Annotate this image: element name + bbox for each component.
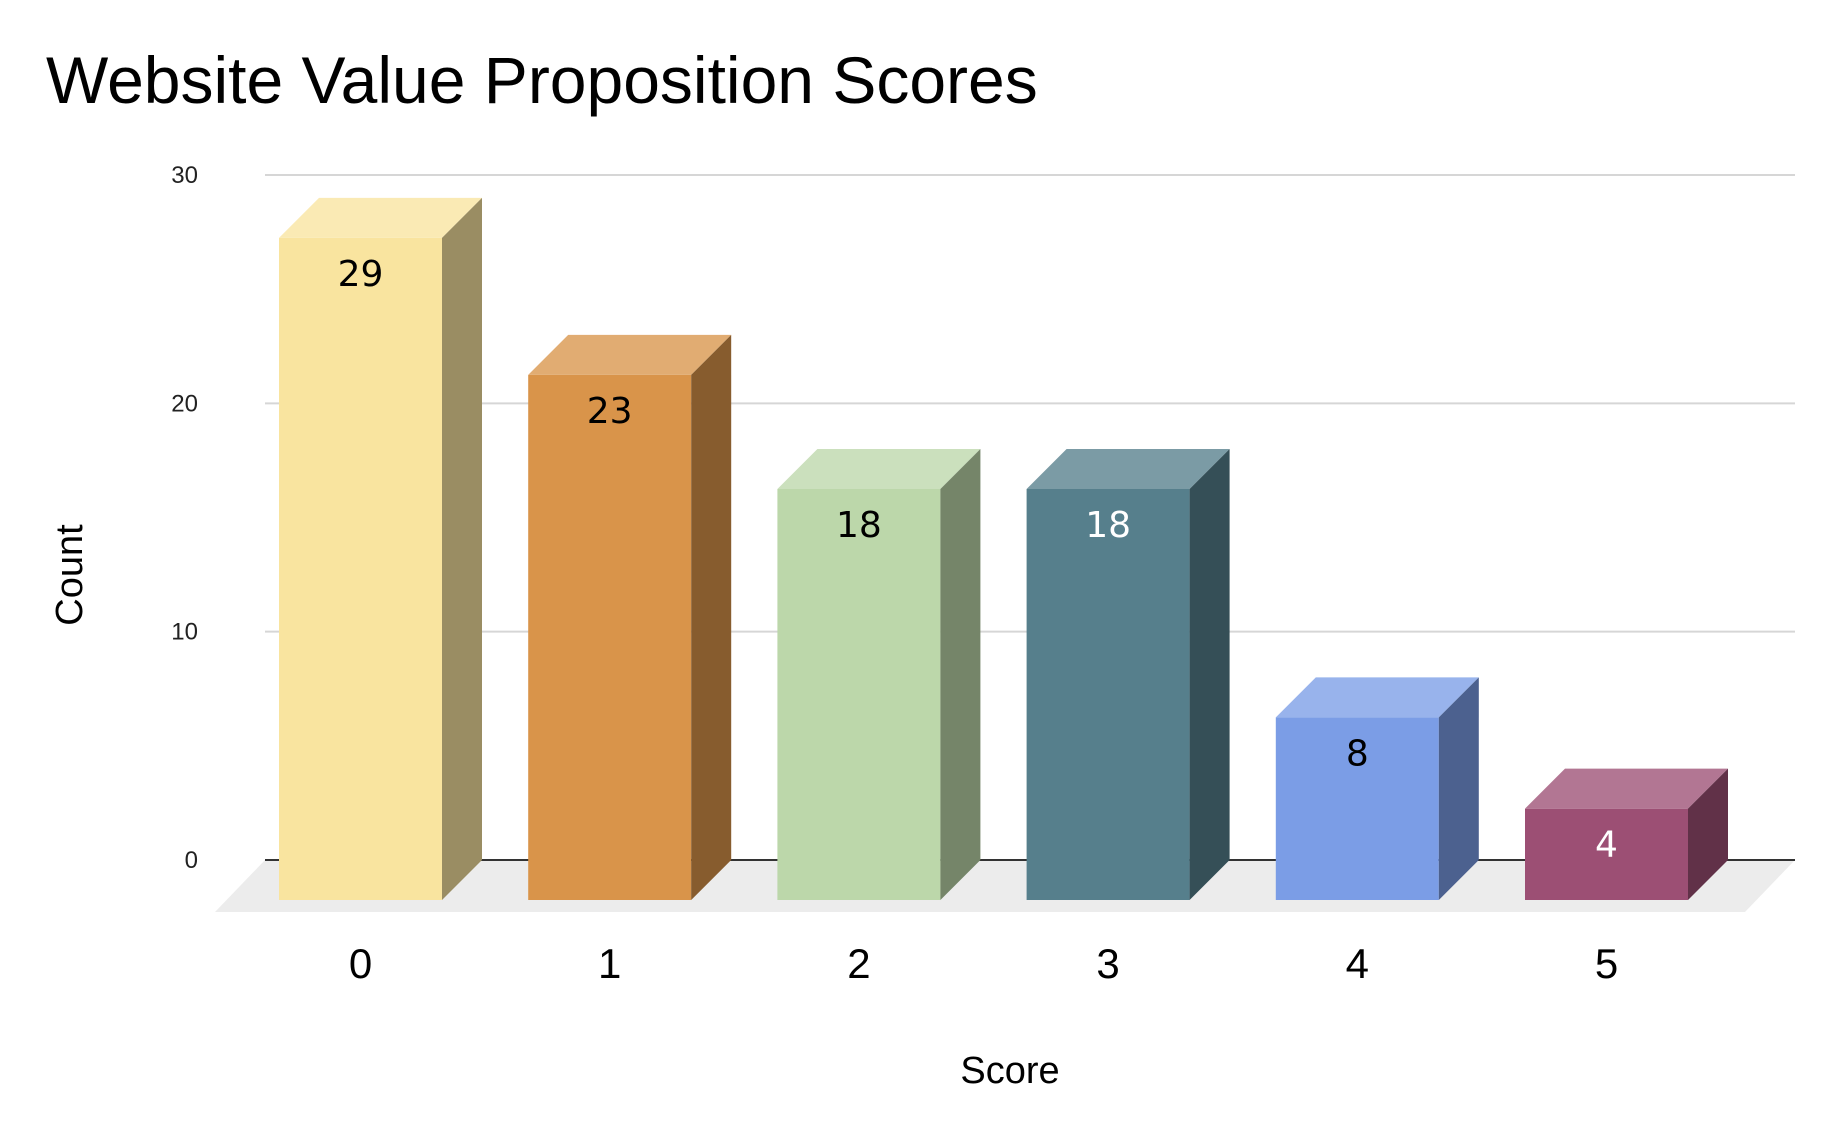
bar-front-face (1275, 717, 1439, 900)
bars: 29 23 18 18 8 4 (279, 197, 1728, 901)
x-axis-label: Score (960, 1050, 1059, 1092)
y-tick-label: 0 (185, 847, 198, 874)
bar-2: 18 (777, 449, 981, 900)
y-tick-label: 30 (171, 162, 198, 189)
bar-front-face (279, 237, 442, 901)
bar-5: 4 (1525, 768, 1728, 900)
bar-3: 18 (1026, 449, 1230, 900)
bar-top-face (279, 197, 482, 238)
bar-side-face (442, 197, 482, 901)
data-label: 18 (836, 505, 882, 546)
data-label: 8 (1346, 733, 1369, 774)
bar-top-face (1026, 449, 1230, 489)
bar-side-face (1189, 449, 1230, 900)
bar-side-face (1438, 677, 1479, 900)
y-tick-label: 20 (171, 390, 198, 417)
bar-top-face (1525, 768, 1728, 809)
x-tick-label: 1 (598, 940, 621, 987)
bar-top-face (777, 449, 981, 489)
data-label: 4 (1595, 825, 1618, 866)
bar-side-face (1688, 768, 1728, 900)
y-axis-ticks: 0 10 20 30 (171, 162, 198, 874)
x-tick-label: 4 (1346, 940, 1369, 987)
y-tick-label: 10 (171, 619, 198, 646)
y-axis-label: Count (49, 524, 91, 626)
bar-0: 29 (279, 197, 482, 901)
data-label: 29 (338, 254, 384, 295)
bar-side-face (691, 334, 732, 900)
bar-front-face (1525, 808, 1688, 900)
x-tick-label: 5 (1595, 940, 1618, 987)
bar-top-face (1275, 677, 1479, 718)
bar-side-face (940, 449, 981, 900)
chart-title: Website Value Proposition Scores (46, 43, 1038, 117)
bar-front-face (1026, 489, 1190, 900)
x-tick-label: 3 (1096, 940, 1119, 987)
x-axis-ticks: 0 1 2 3 4 5 (349, 940, 1618, 987)
bar-top-face (528, 334, 732, 375)
data-label: 18 (1085, 505, 1131, 546)
bar-1: 23 (528, 334, 732, 900)
bar-4: 8 (1275, 677, 1479, 900)
bar-front-face (528, 374, 692, 900)
x-tick-label: 0 (349, 940, 372, 987)
x-tick-label: 2 (847, 940, 870, 987)
data-label: 23 (587, 391, 633, 432)
bar-front-face (777, 489, 941, 900)
